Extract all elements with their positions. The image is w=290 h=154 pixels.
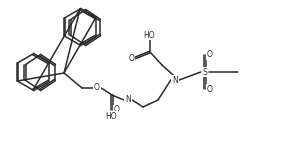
Text: O: O <box>94 83 100 93</box>
Text: N: N <box>172 75 178 85</box>
Text: HO: HO <box>143 30 155 39</box>
Text: N: N <box>125 95 131 105</box>
Text: O: O <box>128 53 134 63</box>
Text: S: S <box>203 67 207 77</box>
Text: O: O <box>113 105 119 115</box>
Text: O: O <box>207 85 213 94</box>
Text: O: O <box>207 50 213 59</box>
Text: HO: HO <box>105 112 117 121</box>
